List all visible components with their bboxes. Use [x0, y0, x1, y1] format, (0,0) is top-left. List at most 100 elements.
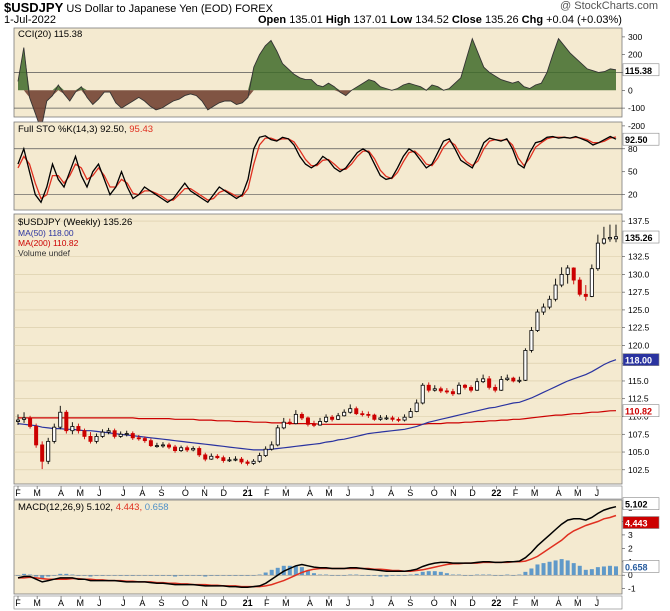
sto-current-tag: [622, 132, 660, 146]
candle-body: [595, 242, 600, 270]
ma50-last-tag: [622, 353, 660, 366]
x-axis-top-label: N: [450, 488, 457, 498]
x-axis-top-label: O: [182, 488, 189, 498]
macd-hist-bar: [197, 575, 202, 576]
ma50-line: [17, 359, 617, 451]
candle-body: [136, 437, 141, 440]
candle-body: [118, 433, 123, 437]
macd-hist-bar: [360, 575, 365, 576]
macd-hist-bar: [179, 575, 184, 576]
macd-hist-bar: [203, 575, 208, 577]
macd-hist-bar: [541, 563, 546, 576]
candle-body: [444, 390, 449, 393]
x-axis-top-label: M: [282, 488, 290, 498]
candle-body: [245, 461, 250, 464]
macd-hist-bar: [390, 575, 395, 576]
candle-body: [384, 417, 389, 420]
x-axis-top-label: M: [574, 488, 582, 498]
macd-hist-bar: [58, 573, 63, 576]
macd-hist-bar: [311, 573, 316, 576]
x-axis-top-label: M: [325, 488, 333, 498]
macd-hist-bar: [299, 567, 304, 576]
macd-hist-bar: [402, 575, 407, 576]
candle-body: [191, 448, 196, 451]
macd-hist-bar: [46, 575, 51, 577]
macd-hist-bar: [221, 575, 226, 576]
macd-hist-bar: [34, 575, 39, 577]
price-axis-tick-label: 102.5: [628, 465, 650, 475]
macd-hist-bar: [601, 566, 606, 576]
price-last-tag: [622, 230, 660, 244]
open-label: Open: [258, 14, 287, 26]
x-axis-top-label: M: [33, 488, 41, 498]
x-axis-top-label: M: [76, 488, 84, 498]
candle-body: [106, 430, 111, 433]
candle-body: [34, 426, 39, 446]
macd-hist-bar: [547, 561, 552, 576]
signal-last-tag-text: 4.443: [625, 519, 648, 529]
macd-hist-bar: [378, 575, 383, 577]
price-axis-tick-label: 105.0: [628, 447, 650, 457]
instrument-name: US Dollar to Japanese Yen (EOD): [66, 3, 233, 15]
candle-body: [499, 379, 504, 391]
price-axis-tick-label: 130.0: [628, 269, 650, 279]
x-axis-bottom-label: O: [182, 598, 189, 608]
x-axis-bottom-label: M: [574, 598, 582, 608]
candle-body: [130, 433, 135, 439]
macd-hist-bar: [40, 575, 45, 579]
macd-axis-tick-label: 2: [628, 543, 633, 553]
candle-body: [88, 435, 93, 442]
cci-current-tag-text: 115.38: [625, 66, 652, 76]
x-axis-top-label: S: [407, 488, 413, 498]
candle-body: [396, 418, 401, 421]
macd-hist-bar: [420, 571, 425, 576]
candle-body: [112, 430, 117, 437]
candle-body: [28, 417, 33, 427]
x-axis-top-label: D: [469, 488, 476, 498]
price-axis-tick-label: 115.0: [628, 376, 649, 386]
candle-body: [541, 306, 546, 313]
macd-hist-bar: [130, 575, 135, 576]
candle-body: [52, 426, 57, 442]
sto-k-line: [17, 135, 617, 204]
macd-hist-bar: [456, 574, 461, 576]
macd-hist-bar: [52, 575, 57, 576]
candle-body: [607, 237, 612, 240]
macd-hist-bar: [100, 575, 105, 576]
macd-hist-bar: [263, 572, 268, 576]
macd-hist-bar: [118, 575, 123, 576]
macd-hist-bar: [257, 574, 262, 576]
macd-hist-bar: [589, 569, 594, 576]
x-axis-top-label: J: [97, 488, 102, 498]
candle-body: [142, 438, 147, 442]
macd-hist-bar: [154, 575, 159, 576]
candle-body: [233, 458, 238, 461]
cci-axis-tick-label: 0: [628, 85, 633, 95]
candle-body: [565, 267, 570, 275]
macd-hist-bar: [167, 575, 172, 576]
x-axis-bottom-label: J: [346, 598, 351, 608]
macd-hist-bar: [517, 574, 522, 576]
candle-body: [529, 330, 534, 351]
macd-hist-bar: [227, 575, 232, 576]
x-axis-bottom-label: M: [282, 598, 290, 608]
x-axis-bottom-label: F: [15, 598, 21, 608]
cci-axis-tick-label: 200: [628, 50, 642, 60]
candle-body: [100, 431, 105, 437]
price-axis-tick-label: 132.5: [628, 252, 650, 262]
macd-hist-bar: [396, 575, 401, 576]
macd-hist-bar: [354, 574, 359, 576]
candle-body: [487, 378, 492, 388]
candle-body: [469, 386, 474, 391]
candle-body: [559, 273, 564, 286]
close-value: 135.26: [484, 14, 519, 26]
candle-body: [64, 411, 69, 432]
sto-axis-tick-label: 50: [628, 167, 638, 177]
macd-hist-bar: [275, 567, 280, 576]
x-axis-top-label: A: [307, 488, 313, 498]
candle-body: [330, 416, 335, 420]
candle-body: [420, 384, 425, 404]
macd-hist-bar: [493, 575, 498, 576]
x-axis-top-label: J: [346, 488, 351, 498]
